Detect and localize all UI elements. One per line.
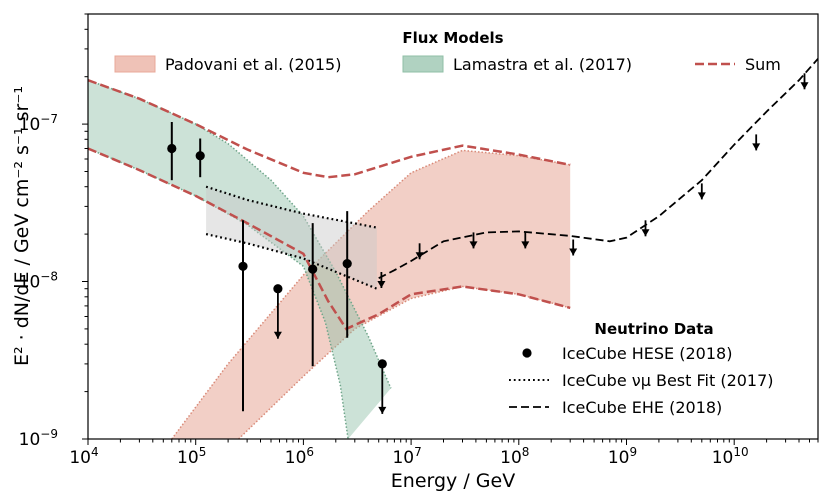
y-tick-label: 10−9	[19, 427, 58, 450]
x-tick-label: 107	[392, 445, 421, 468]
neutrino-legend-entry-3: IceCube EHE (2018)	[509, 398, 722, 417]
flux-legend-label: Padovani et al. (2015)	[165, 55, 341, 74]
neutrino-legend-label: IceCube HESE (2018)	[562, 344, 732, 363]
hese-point-1	[167, 143, 177, 154]
ehe-arrow-9-head	[800, 82, 809, 90]
lamastra-band-upper-edge	[88, 79, 392, 389]
ehe-arrow-2-head	[415, 252, 424, 260]
flux-legend-title: Flux Models	[402, 29, 503, 47]
ehe-arrow-2	[415, 243, 424, 260]
ehe-arrow-6	[641, 220, 650, 237]
ehe-arrow-3	[469, 232, 478, 249]
ehe-arrow-9	[800, 73, 809, 90]
x-tick-label: 109	[608, 445, 637, 468]
ehe-arrow-4-head	[521, 241, 530, 249]
flux-legend-entry-2: Lamastra et al. (2017)	[402, 55, 632, 74]
sum-upper-line	[88, 79, 571, 179]
x-tick-label: 106	[285, 445, 314, 468]
ehe-arrow-5-head	[569, 248, 578, 256]
legends: Flux Models Padovani et al. (2015) Lamastr…	[114, 29, 781, 417]
hese-point-3	[238, 261, 248, 271]
flux-legend-entry-3: Sum	[695, 55, 781, 74]
sum-lower-line	[88, 147, 571, 331]
x-axis-title: Energy / GeV	[391, 470, 515, 492]
neutrino-legend-swatch	[522, 348, 532, 358]
ehe-arrow-1-head	[377, 281, 386, 288]
x-tick-label: 104	[69, 445, 98, 468]
ehe-arrow-1	[377, 272, 386, 288]
axes: 104 105 106 107 108 109 1010 10−9 10−8 10−7	[19, 13, 819, 468]
neutrino-legend-entry-2: IceCube νμ Best Fit (2017)	[509, 371, 774, 390]
hese-point-2	[195, 151, 205, 161]
y-tick-label: 10−7	[19, 112, 58, 135]
x-tick-label: 105	[177, 445, 206, 468]
y-axis-title: E² · dN/dE / GeV cm⁻² s⁻¹ sr⁻¹	[11, 86, 33, 366]
ehe-arrow-8-head	[752, 143, 761, 151]
numu-band	[206, 186, 377, 289]
ehe-arrow-4	[521, 232, 530, 249]
y-tick-label: 10−8	[19, 270, 58, 293]
hese-limit-arrow-2	[378, 363, 387, 414]
neutrino-legend-title: Neutrino Data	[594, 320, 713, 338]
x-tick-label: 1010	[712, 445, 749, 468]
flux-legend-entry-1: Padovani et al. (2015)	[114, 55, 341, 74]
neutrino-legend-label: IceCube EHE (2018)	[562, 398, 722, 417]
numu-lower-line	[205, 233, 378, 290]
flux-legend-swatch	[402, 55, 444, 73]
plot-area	[88, 58, 818, 439]
padovani-band	[171, 150, 571, 439]
ehe-arrow-3-head	[469, 241, 478, 249]
plot-frame	[87, 13, 819, 440]
neutrino-legend-entry-1: IceCube HESE (2018)	[522, 344, 732, 363]
ehe-arrow-8	[752, 134, 761, 151]
numu-upper-line	[205, 185, 378, 229]
padovani-band-upper-edge	[171, 149, 571, 439]
lamastra-band-lower-edge	[88, 147, 349, 439]
flux-legend-label: Sum	[745, 55, 781, 74]
neutrino-legend-label: IceCube νμ Best Fit (2017)	[562, 371, 774, 390]
lamastra-band	[88, 80, 391, 439]
flux-legend-label: Lamastra et al. (2017)	[453, 55, 632, 74]
hese-limit-arrow-1	[273, 288, 282, 339]
hese-limit-arrow-1-head	[273, 331, 282, 339]
ehe-arrow-5	[569, 239, 578, 256]
x-tick-label: 108	[500, 445, 529, 468]
ehe-arrow-7-head	[697, 192, 706, 200]
ehe-arrow-7	[697, 183, 706, 200]
hese-point-4	[308, 264, 318, 274]
hese-point-5	[342, 259, 352, 269]
ehe-arrow-6-head	[641, 229, 650, 237]
flux-legend-swatch	[114, 55, 156, 73]
hese-limit-arrow-2-head	[378, 406, 387, 414]
